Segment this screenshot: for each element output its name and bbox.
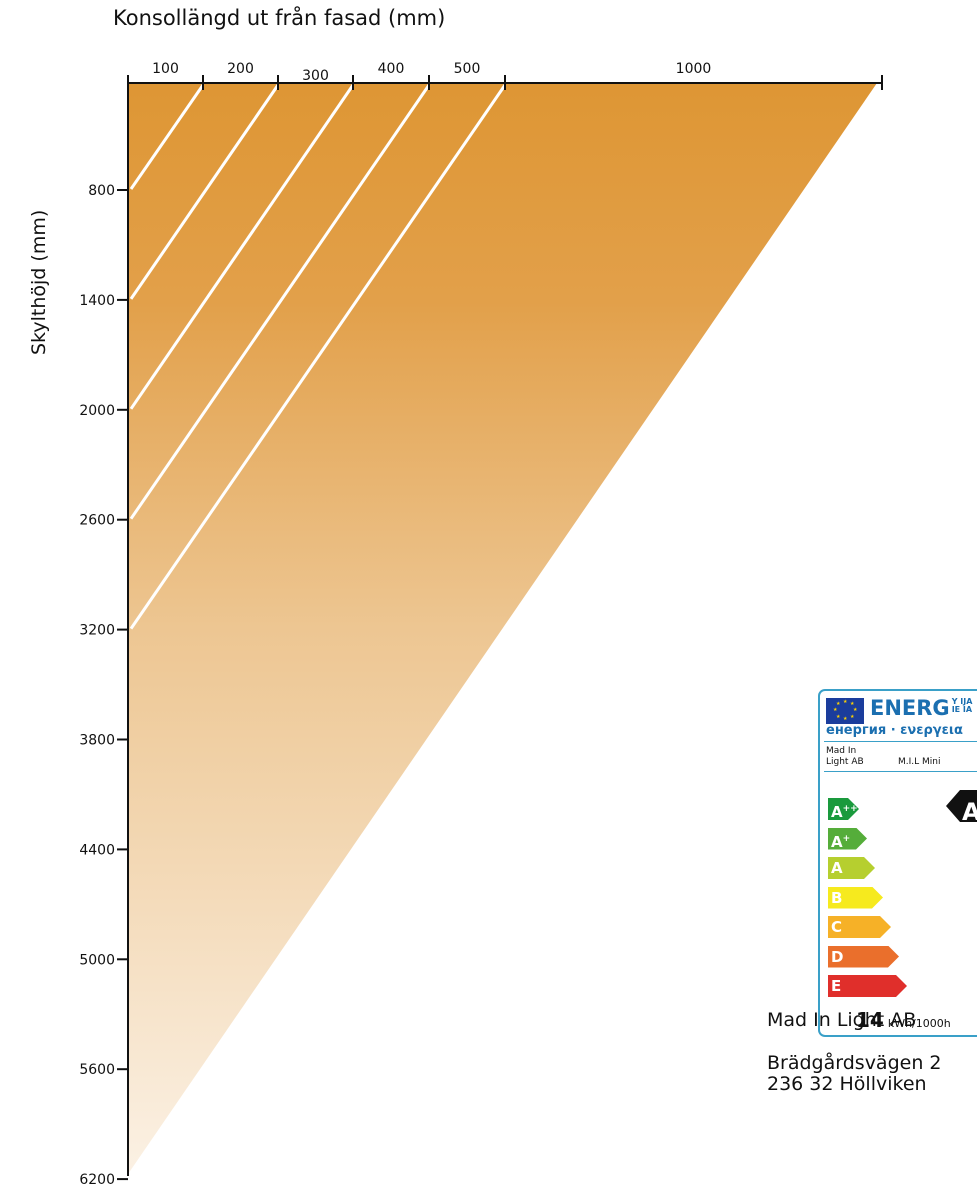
energy-class-arrow: A+ (828, 828, 867, 850)
energy-class-arrow: A++ (828, 798, 859, 820)
left-axis-label: 1400 (79, 293, 115, 309)
top-axis-label: 400 (378, 61, 405, 77)
left-axis-label: 6200 (79, 1172, 115, 1184)
diagram-title: Konsollängd ut från fasad (mm) (113, 6, 446, 30)
energy-class-arrow: D (828, 946, 899, 968)
top-axis-label: 100 (152, 61, 179, 77)
left-axis-label: 800 (88, 183, 115, 199)
divider (824, 741, 977, 742)
rating-indicator-arrow: A++ (946, 790, 977, 822)
left-axis-label: 3200 (79, 623, 115, 639)
top-axis-label: 500 (454, 61, 481, 77)
energy-label: ★ ★ ★ ★ ★ ★ ★ ★ ENERG Y IJA IE IA енергия · εν… (818, 689, 977, 1037)
company-name: Mad In Light AB (767, 1009, 917, 1031)
left-axis-label: 3800 (79, 733, 115, 749)
left-axis-label: 2600 (79, 513, 115, 529)
energy-label-heading: ENERG Y IJA IE IA (870, 696, 973, 720)
top-axis-label: 1000 (676, 61, 712, 77)
top-axis-label: 200 (227, 61, 254, 77)
coverage-triangle (128, 83, 877, 1174)
energy-class-arrow: A (828, 857, 875, 879)
guide-line (129, 84, 507, 630)
left-axis-label: 5000 (79, 952, 115, 968)
divider (824, 771, 977, 772)
consumption-unit: kWh/1000h (887, 1017, 951, 1030)
energy-class-arrow: B (828, 887, 883, 909)
model-name: M.I.L Mini (898, 757, 941, 767)
energy-class-arrow: C (828, 916, 891, 938)
energy-label-subheading: енергия · ενεργεια (826, 723, 963, 738)
energy-class-arrow: E (828, 975, 907, 997)
company-address-postal: 236 32 Höllviken (767, 1073, 927, 1095)
guide-line (129, 84, 280, 300)
supplier-name: Mad In Light AB (826, 746, 864, 767)
top-axis-label: 300 (302, 68, 329, 84)
eu-flag-icon: ★ ★ ★ ★ ★ ★ ★ ★ (826, 698, 864, 724)
guide-line (129, 84, 355, 410)
left-axis-label: 2000 (79, 403, 115, 419)
guide-line (129, 84, 431, 520)
left-axis-label: 4400 (79, 842, 115, 858)
left-axis-label: 5600 (79, 1062, 115, 1078)
company-address-street: Brädgårdsvägen 2 (767, 1052, 942, 1074)
consumption-value: 14 (856, 1008, 884, 1032)
guide-line (129, 84, 205, 190)
energy-consumption: 14 kWh/1000h (856, 1008, 951, 1032)
